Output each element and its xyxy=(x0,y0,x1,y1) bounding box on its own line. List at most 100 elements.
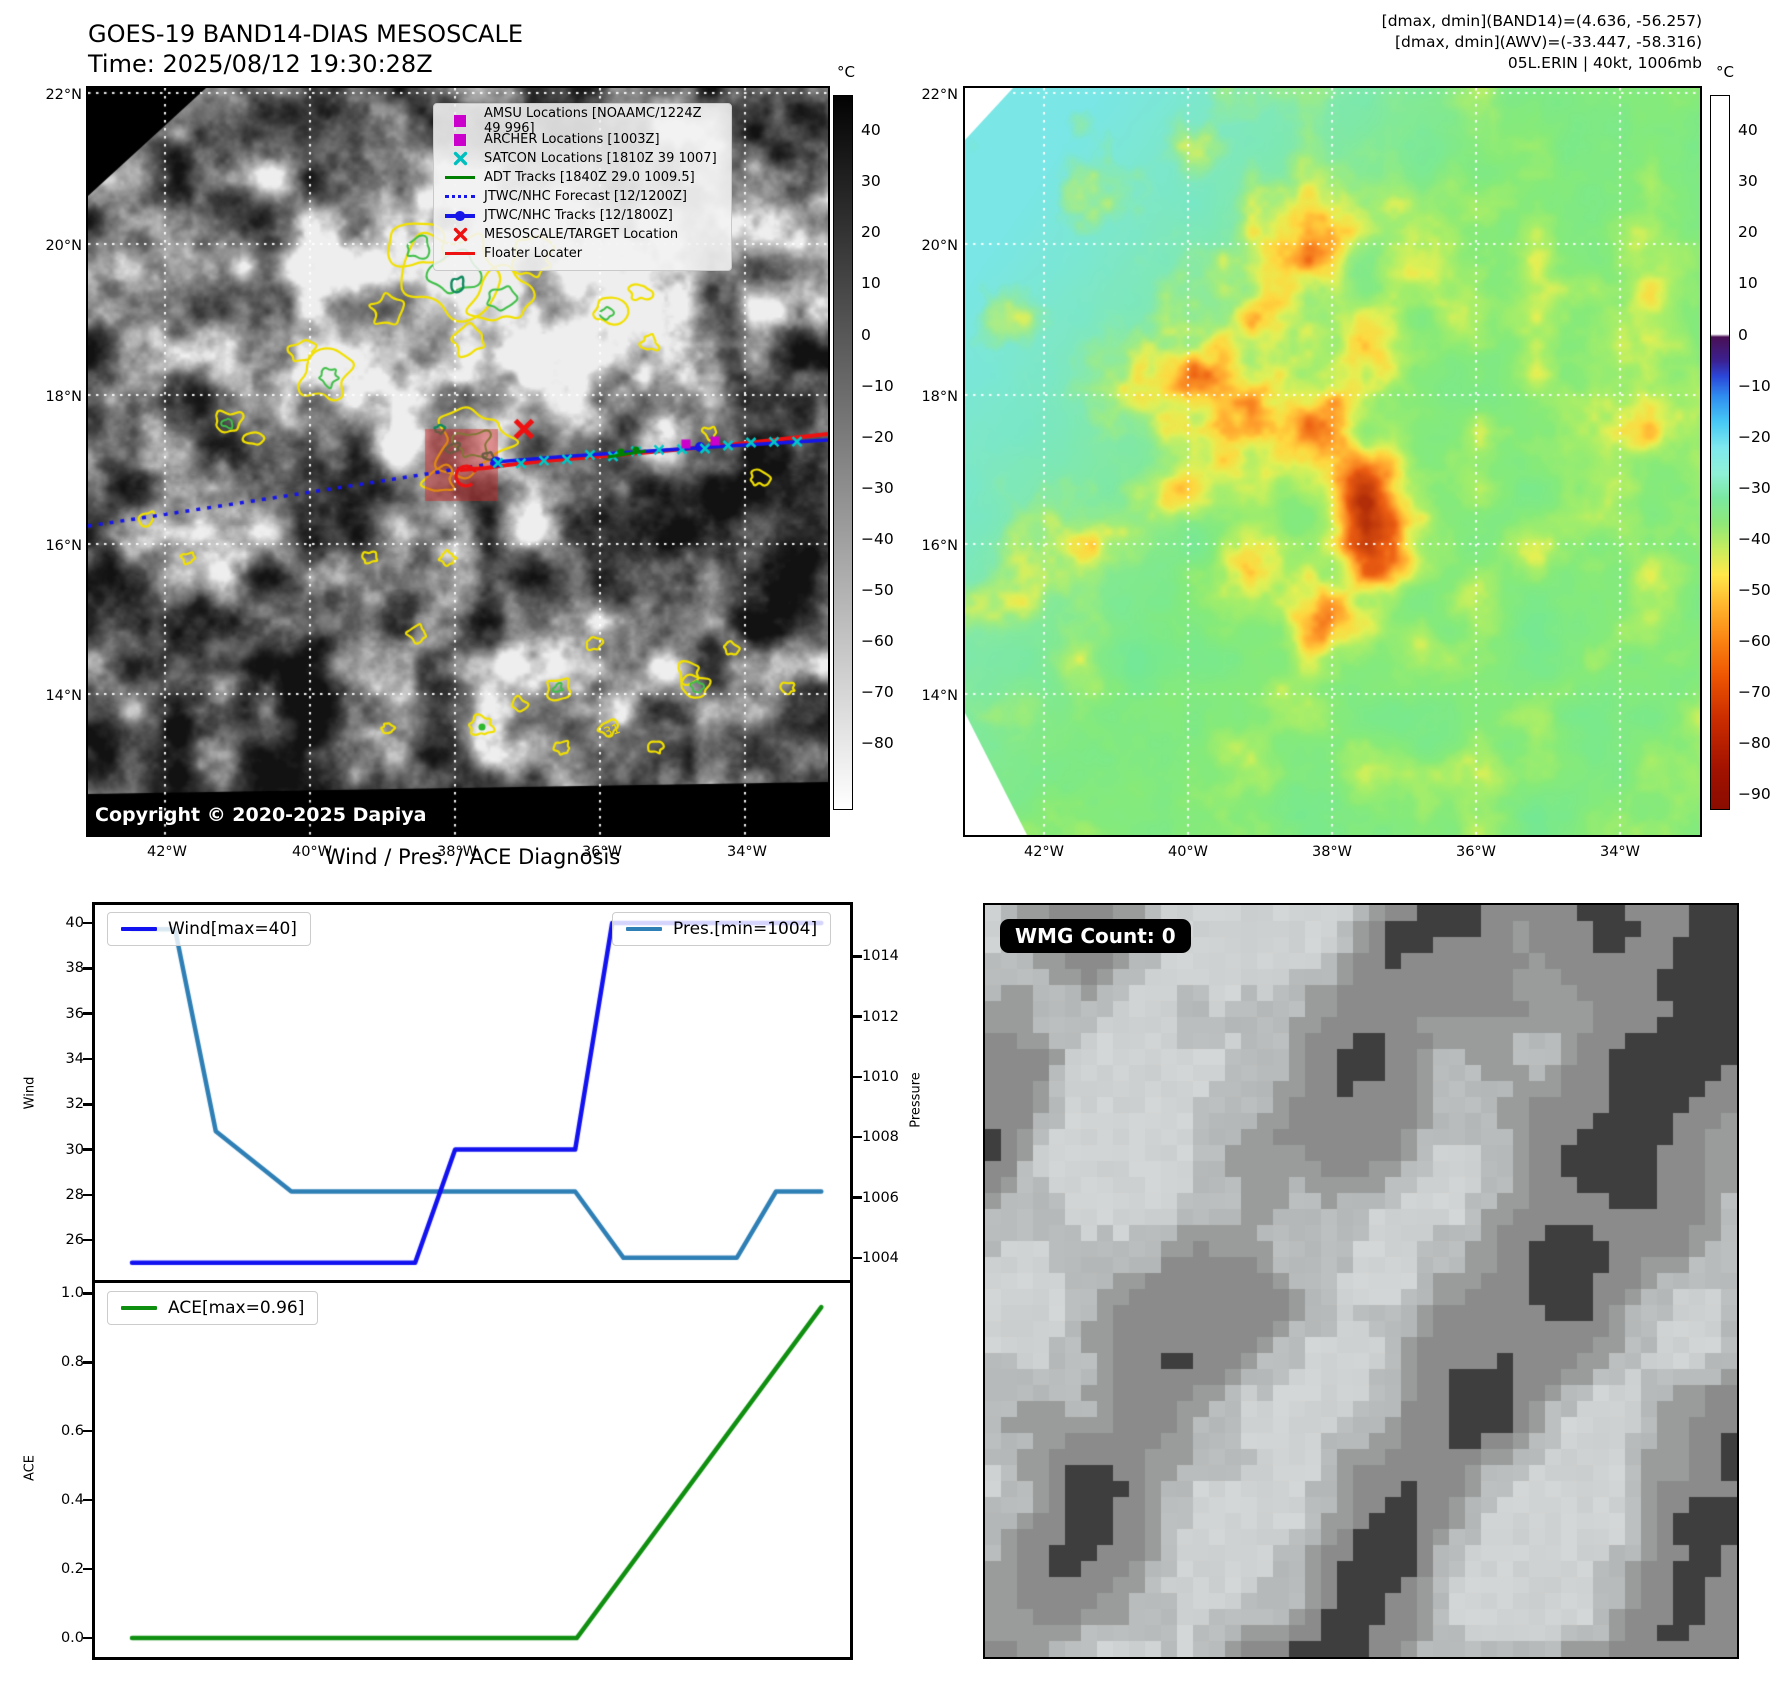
legend-item-label: ADT Tracks [1840Z 29.0 1009.5] xyxy=(484,170,695,185)
legend-item-label: JTWC/NHC Forecast [12/1200Z] xyxy=(484,189,687,204)
colorbar-tick-label: −10 xyxy=(1738,376,1771,395)
x-marker-icon xyxy=(445,227,475,242)
colorbar-tick-label: −40 xyxy=(861,529,894,548)
lon-tick-label: 38°W xyxy=(436,844,478,860)
wind-tick-label: 40 xyxy=(65,915,84,932)
ace-legend-label: ACE[max=0.96] xyxy=(168,1298,305,1318)
wind-tick-mark xyxy=(83,1012,92,1015)
awv-header-line1: [dmax, dmin](BAND14)=(4.636, -56.257) xyxy=(1381,12,1702,30)
colorbar-tick-label: 20 xyxy=(861,223,881,242)
wind-tick-label: 30 xyxy=(65,1141,84,1158)
goes-colorbar-unit: °C xyxy=(837,63,855,81)
lat-tick-label: 22°N xyxy=(921,87,958,103)
colorbar-tick-label: −80 xyxy=(861,734,894,753)
goes-map-legend: AMSU Locations [NOAAMC/1224Z 49 996] ARCH… xyxy=(433,103,732,271)
wind-axis-label: Wind xyxy=(22,1076,38,1110)
colorbar-tick-label: −50 xyxy=(1738,580,1771,599)
colorbar-tick-label: 10 xyxy=(861,274,881,293)
goes-subtitle: Time: 2025/08/12 19:30:28Z xyxy=(88,50,433,78)
wind-tick-label: 32 xyxy=(65,1096,84,1113)
square-marker-icon xyxy=(445,133,475,146)
lon-tick-label: 40°W xyxy=(291,844,333,860)
ace-tick-label: 1.0 xyxy=(60,1285,84,1302)
colorbar-tick-label: 0 xyxy=(1738,325,1748,344)
ace-tick-label: 0.8 xyxy=(60,1354,84,1371)
ace-tick-mark xyxy=(83,1429,92,1433)
lon-tick-label: 34°W xyxy=(1599,844,1641,860)
legend-item: AMSU Locations [NOAAMC/1224Z 49 996] xyxy=(445,106,721,136)
pressure-tick-mark xyxy=(853,1135,862,1139)
goes-colorbar xyxy=(833,95,853,810)
colorbar-tick-label: −10 xyxy=(861,376,894,395)
legend-item: Floater Locater xyxy=(445,244,721,263)
lat-tick-label: 18°N xyxy=(45,389,82,405)
colorbar-tick-label: −30 xyxy=(861,478,894,497)
colorbar-tick-label: −70 xyxy=(861,683,894,702)
ace-tick-label: 0.4 xyxy=(60,1492,84,1509)
lon-tick-label: 38°W xyxy=(1311,844,1353,860)
wind-tick-label: 34 xyxy=(65,1050,84,1067)
ace-tick-label: 0.2 xyxy=(60,1561,84,1578)
lat-tick-label: 16°N xyxy=(45,538,82,554)
wind-tick-mark xyxy=(83,1238,92,1242)
wmg-panel: WMG Count: 0 xyxy=(983,903,1739,1659)
legend-item-label: MESOSCALE/TARGET Location xyxy=(484,227,679,242)
awv-colorbar xyxy=(1710,95,1730,810)
lon-tick-label: 42°W xyxy=(1023,844,1065,860)
pressure-legend: Pres.[min=1004] xyxy=(612,912,832,946)
ace-line-sample xyxy=(121,1305,157,1311)
lat-tick-label: 20°N xyxy=(921,238,958,254)
colorbar-tick-label: 30 xyxy=(861,172,881,191)
lon-tick-label: 42°W xyxy=(146,844,188,860)
wind-tick-mark xyxy=(83,1193,92,1197)
pressure-tick-label: 1010 xyxy=(862,1068,899,1085)
colorbar-tick-label: 0 xyxy=(861,325,871,344)
awv-map-panel xyxy=(963,86,1702,837)
dotted-marker-icon xyxy=(445,195,475,198)
colorbar-tick-label: −50 xyxy=(861,580,894,599)
awv-header-line3: 05L.ERIN | 40kt, 1006mb xyxy=(1507,54,1702,72)
lon-tick-label: 36°W xyxy=(1455,844,1497,860)
legend-item-label: JTWC/NHC Tracks [12/1800Z] xyxy=(484,208,673,223)
colorbar-tick-label: −70 xyxy=(1738,683,1771,702)
colorbar-tick-label: −40 xyxy=(1738,529,1771,548)
square-marker-icon xyxy=(445,114,475,127)
wind-tick-mark xyxy=(83,1148,92,1151)
pressure-tick-label: 1012 xyxy=(862,1008,899,1025)
ace-plot xyxy=(95,1283,850,1657)
colorbar-tick-label: −20 xyxy=(861,427,894,446)
lat-tick-label: 22°N xyxy=(45,87,82,103)
wind-legend-label: Wind[max=40] xyxy=(168,919,297,939)
legend-item-label: Floater Locater xyxy=(484,246,583,261)
legend-item: JTWC/NHC Tracks [12/1800Z] xyxy=(445,206,721,225)
colorbar-tick-label: 10 xyxy=(1738,274,1758,293)
wind-legend: Wind[max=40] xyxy=(107,912,311,946)
wind-tick-mark xyxy=(83,921,92,925)
awv-colorbar-unit: °C xyxy=(1716,63,1734,81)
ace-axis-label: ACE xyxy=(22,1455,38,1481)
pressure-tick-label: 1008 xyxy=(862,1129,899,1146)
awv-header: [dmax, dmin](BAND14)=(4.636, -56.257) [d… xyxy=(1100,11,1702,74)
wmg-count-badge: WMG Count: 0 xyxy=(1000,919,1191,953)
ace-tick-mark xyxy=(83,1498,92,1502)
wind-tick-mark xyxy=(83,1103,92,1106)
wind-pressure-plot xyxy=(95,905,850,1282)
pressure-tick-mark xyxy=(853,955,862,958)
legend-item: SATCON Locations [1810Z 39 1007] xyxy=(445,149,721,168)
legend-item: JTWC/NHC Forecast [12/1200Z] xyxy=(445,187,721,206)
pressure-tick-label: 1004 xyxy=(862,1249,899,1266)
pressure-line-sample xyxy=(626,926,662,932)
goes-title: GOES-19 BAND14-DIAS MESOSCALE xyxy=(88,20,524,48)
pressure-legend-label: Pres.[min=1004] xyxy=(673,919,818,939)
ace-tick-mark xyxy=(83,1567,92,1571)
pressure-tick-label: 1014 xyxy=(862,948,899,965)
awv-header-line2: [dmax, dmin](AWV)=(-33.447, -58.316) xyxy=(1395,33,1702,51)
pressure-tick-mark xyxy=(853,1015,862,1018)
wind-tick-label: 28 xyxy=(65,1186,84,1203)
awv-satellite-image xyxy=(965,88,1700,835)
wind-tick-label: 26 xyxy=(65,1232,84,1249)
colorbar-tick-label: 40 xyxy=(861,121,881,140)
pressure-tick-mark xyxy=(853,1256,862,1260)
wind-tick-label: 36 xyxy=(65,1005,84,1022)
